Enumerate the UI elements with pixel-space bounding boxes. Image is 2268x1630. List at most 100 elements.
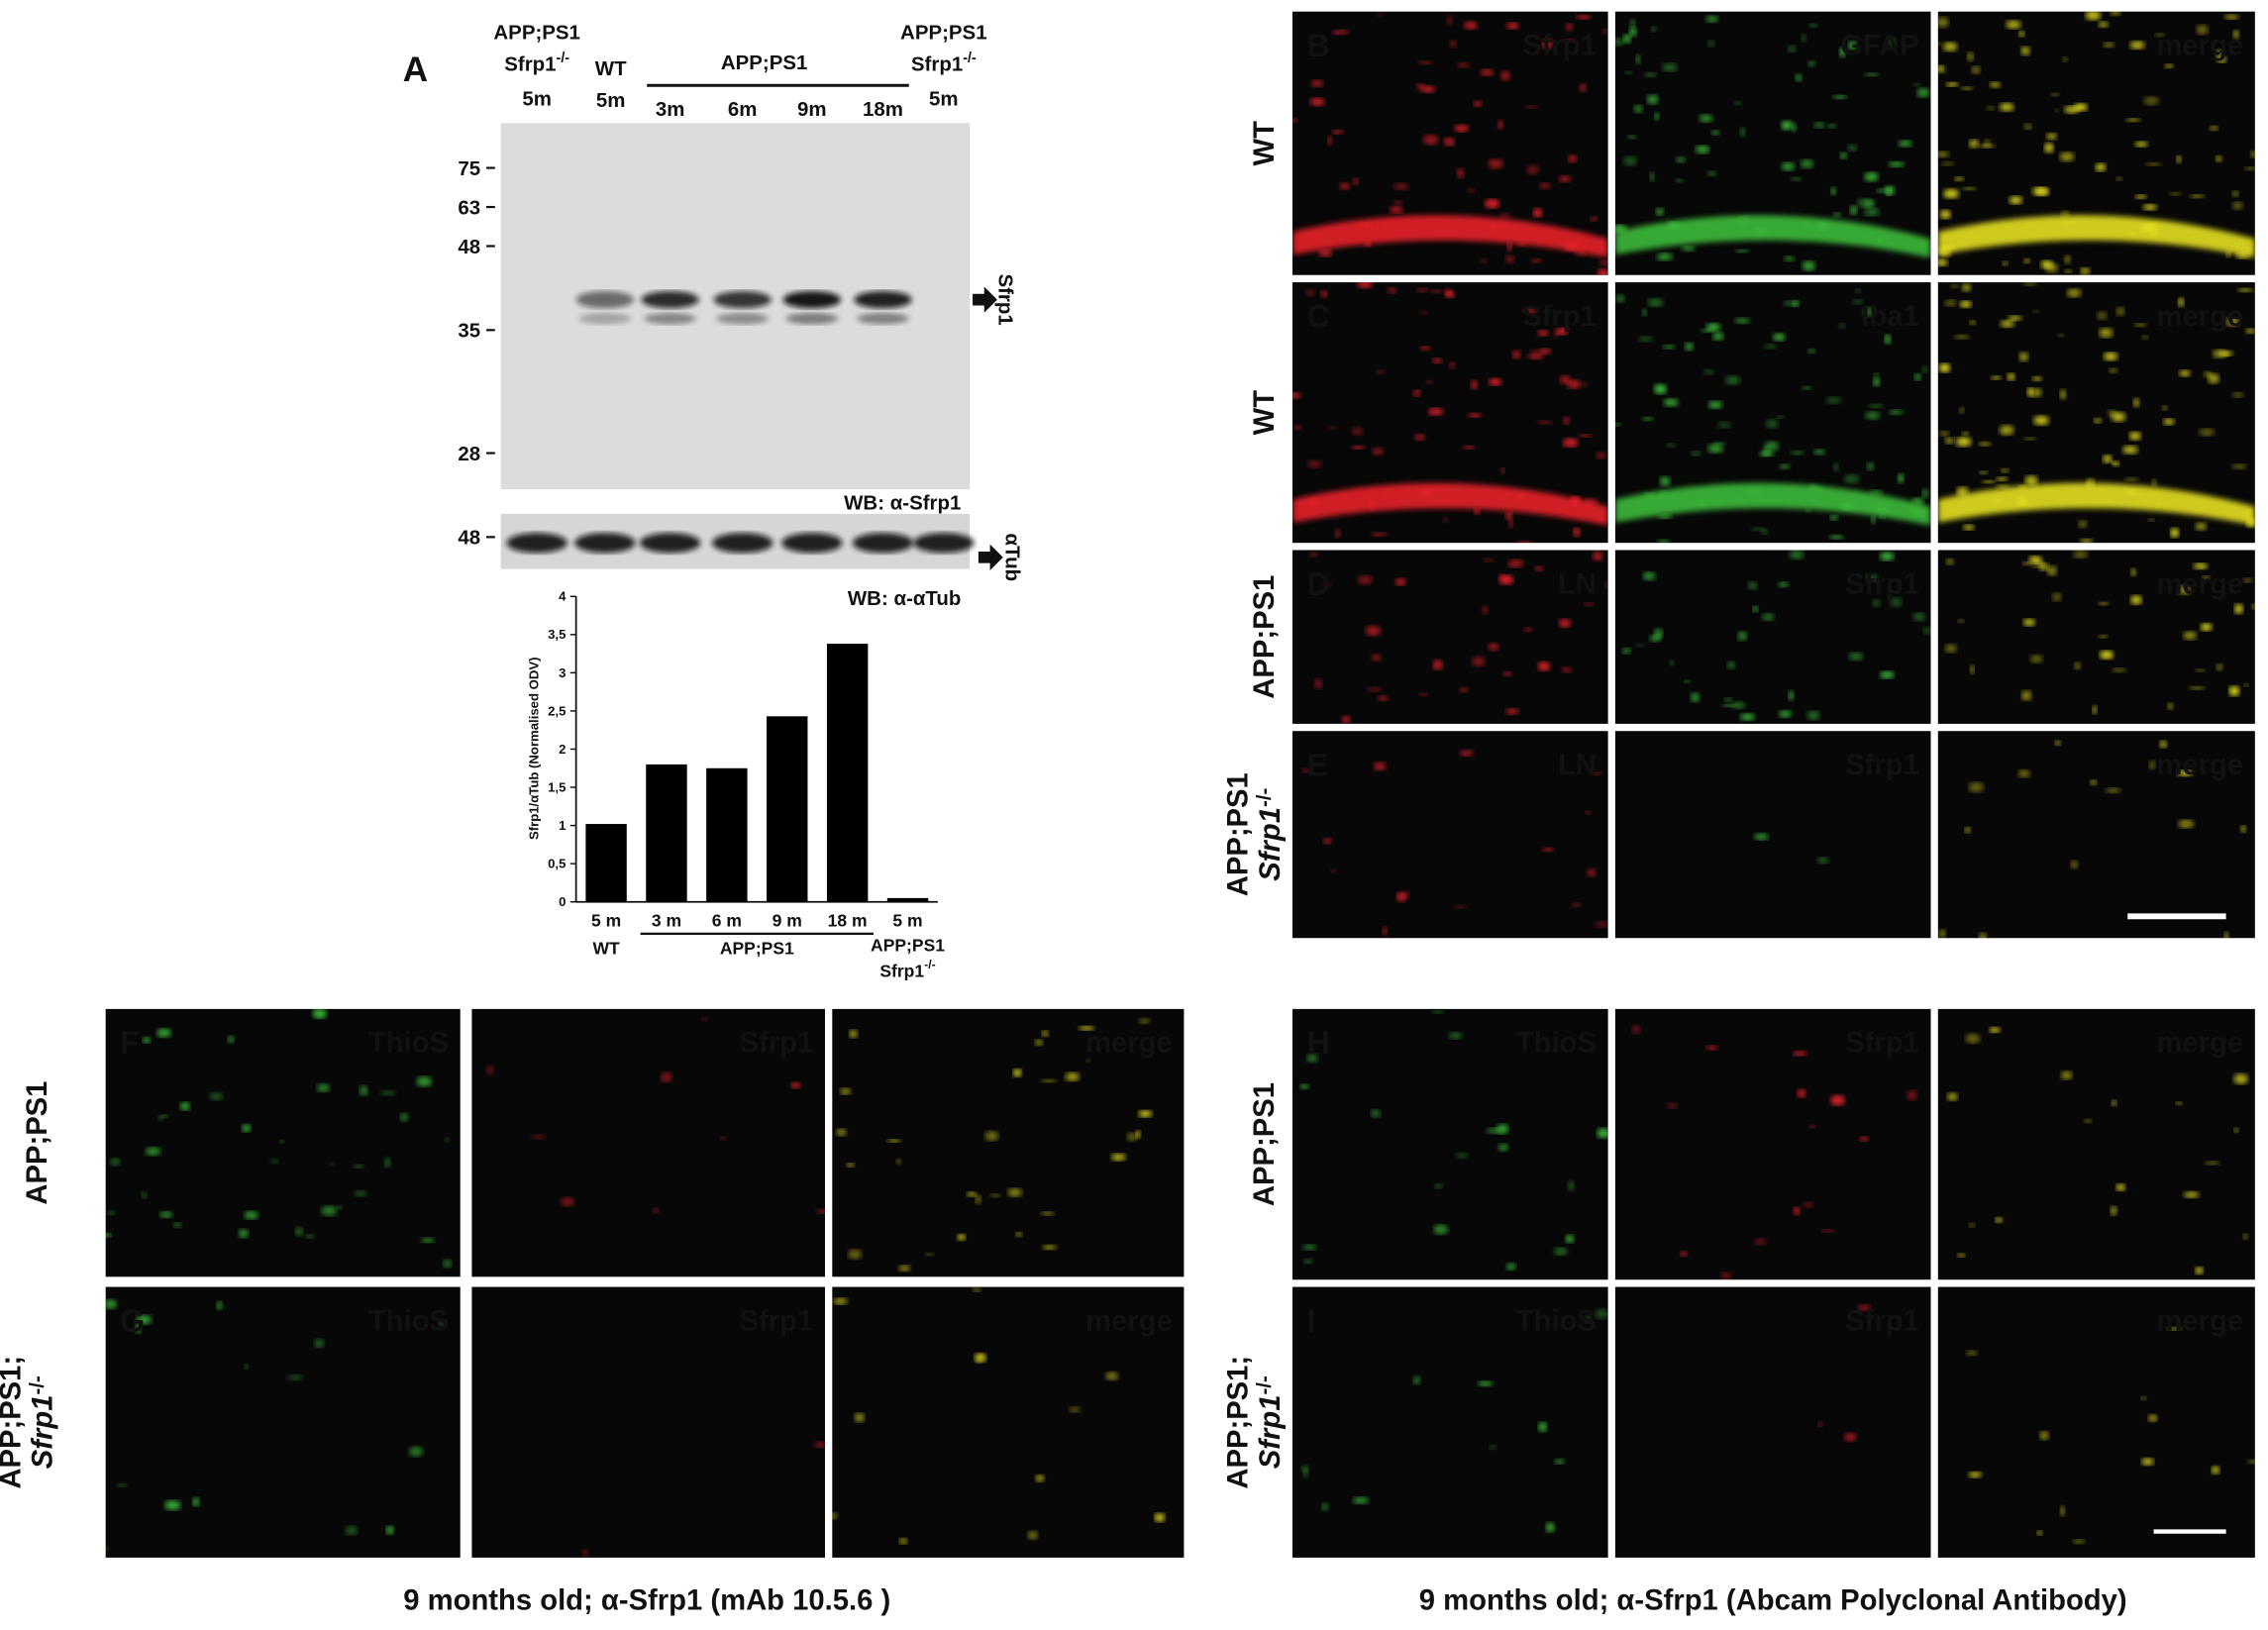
signal bbox=[2115, 1183, 2125, 1191]
signal bbox=[2233, 1127, 2239, 1133]
signal bbox=[2022, 282, 2037, 286]
signal bbox=[1629, 27, 1637, 38]
y-tick-label: 0,5 bbox=[548, 857, 566, 871]
signal bbox=[1843, 474, 1860, 484]
signal bbox=[2195, 522, 2208, 531]
signal bbox=[279, 1139, 284, 1144]
signal bbox=[1418, 692, 1428, 697]
signal bbox=[2026, 387, 2033, 397]
signal bbox=[840, 1087, 852, 1095]
signal bbox=[2059, 389, 2067, 400]
signal bbox=[2243, 683, 2249, 687]
image-bg bbox=[1292, 1008, 1608, 1280]
signal bbox=[1939, 431, 1950, 437]
signal bbox=[1788, 46, 1797, 52]
signal bbox=[2039, 1431, 2049, 1440]
lane-header: WT bbox=[595, 57, 627, 80]
signal bbox=[1307, 459, 1322, 468]
marker-label: 48 bbox=[458, 236, 480, 258]
signal bbox=[2029, 655, 2043, 663]
signal bbox=[2183, 631, 2197, 640]
signal bbox=[1478, 1380, 1494, 1386]
signal bbox=[142, 1037, 152, 1044]
micrograph bbox=[1937, 550, 2255, 724]
signal bbox=[1753, 227, 1770, 235]
signal bbox=[925, 1252, 935, 1257]
signal bbox=[2055, 740, 2061, 746]
signal bbox=[354, 1190, 367, 1196]
signal bbox=[1562, 327, 1570, 332]
signal bbox=[1428, 407, 1444, 416]
signal bbox=[653, 1207, 660, 1214]
signal bbox=[2175, 1101, 2183, 1105]
panel-letter: D bbox=[1307, 566, 1330, 602]
signal bbox=[1764, 344, 1777, 350]
signal bbox=[2115, 306, 2125, 316]
signal bbox=[1568, 154, 1577, 163]
signal bbox=[1110, 1153, 1126, 1162]
band-label: αTub bbox=[1001, 534, 1024, 582]
signal bbox=[2060, 1505, 2065, 1516]
panel-letter: B bbox=[1307, 28, 1330, 63]
signal bbox=[1939, 210, 1951, 219]
lane-header-part: APP;PS1 bbox=[900, 21, 987, 44]
signal bbox=[1597, 1128, 1608, 1139]
signal bbox=[1790, 451, 1804, 456]
signal bbox=[2054, 108, 2059, 112]
signal bbox=[814, 1442, 825, 1448]
signal bbox=[1825, 396, 1841, 404]
signal bbox=[1633, 105, 1643, 113]
signal bbox=[1979, 442, 1991, 447]
signal bbox=[1651, 26, 1657, 33]
signal bbox=[816, 1209, 825, 1214]
signal bbox=[294, 1227, 304, 1237]
signal bbox=[1963, 524, 1975, 531]
signal bbox=[1299, 1083, 1309, 1089]
signal bbox=[849, 1030, 858, 1038]
signal bbox=[1292, 118, 1297, 124]
panel-letter: F bbox=[120, 1025, 140, 1061]
signal bbox=[1353, 1496, 1369, 1504]
signal bbox=[1833, 462, 1839, 471]
signal bbox=[1765, 419, 1779, 429]
band-label-part: Sfrp1 bbox=[993, 273, 1016, 325]
signal bbox=[2064, 105, 2080, 114]
signal bbox=[1799, 491, 1806, 496]
signal bbox=[1990, 81, 2001, 88]
signal bbox=[2231, 201, 2243, 210]
signal bbox=[1488, 158, 1503, 169]
signal bbox=[1649, 171, 1655, 181]
signal bbox=[2231, 463, 2247, 469]
signal bbox=[145, 1147, 161, 1156]
signal bbox=[1563, 438, 1579, 448]
channel-label: Sfrp1 bbox=[1845, 1028, 1919, 1060]
signal bbox=[1789, 550, 1804, 560]
signal bbox=[1480, 258, 1488, 263]
row-label-part: Sfrp1 bbox=[28, 1395, 59, 1470]
signal bbox=[1554, 1459, 1565, 1465]
lane-header-part: Sfrp1 bbox=[911, 53, 963, 76]
signal bbox=[1691, 692, 1700, 702]
row-label-part: APP;PS1; bbox=[1223, 1356, 1255, 1489]
signal bbox=[2080, 267, 2091, 275]
channel-label: merge bbox=[2156, 1028, 2243, 1060]
signal bbox=[1327, 426, 1339, 430]
signal bbox=[2052, 592, 2062, 602]
signal bbox=[1456, 168, 1464, 178]
signal bbox=[1502, 671, 1512, 676]
signal bbox=[2128, 432, 2141, 441]
blot-band bbox=[641, 290, 699, 309]
signal bbox=[2074, 662, 2081, 670]
signal bbox=[416, 1076, 432, 1087]
signal bbox=[1467, 413, 1482, 418]
signal bbox=[1970, 664, 1975, 674]
signal bbox=[1637, 336, 1654, 343]
image-content bbox=[1938, 740, 2246, 939]
signal bbox=[1996, 484, 2010, 489]
group-label-part: APP;PS1 bbox=[871, 935, 945, 955]
signal bbox=[1314, 678, 1322, 689]
tissue-edge bbox=[1614, 215, 1931, 258]
signal bbox=[1614, 422, 1621, 427]
signal bbox=[1809, 1124, 1816, 1128]
signal bbox=[1306, 1054, 1318, 1063]
